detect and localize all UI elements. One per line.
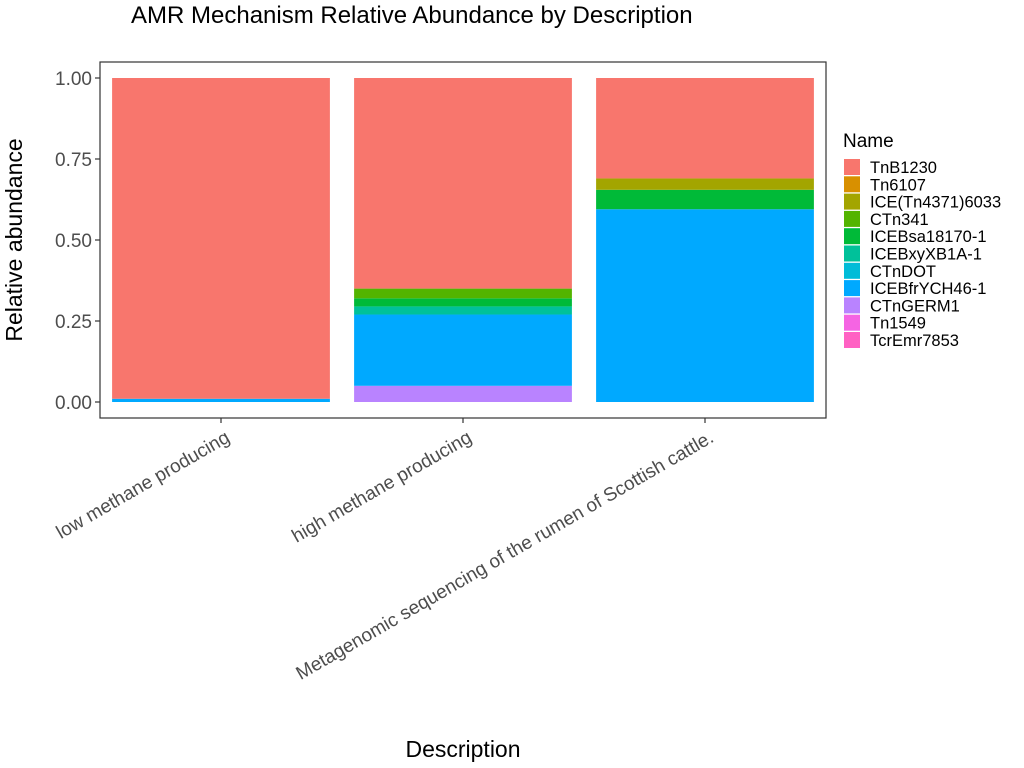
- bar-segment: [354, 306, 572, 315]
- bar-segment: [354, 78, 572, 289]
- bar-segment: [112, 78, 330, 399]
- bar-segment: [354, 314, 572, 386]
- legend-swatch: [844, 245, 860, 262]
- bar-segment: [596, 78, 814, 179]
- x-tick-label: Metagenomic sequencing of the rumen of S…: [293, 427, 718, 684]
- legend-label: Tn6107: [870, 176, 926, 194]
- x-tick-label: high methane producing: [288, 427, 475, 547]
- legend-label: CTnDOT: [870, 263, 936, 281]
- legend-swatch: [844, 314, 860, 331]
- bar-segment: [596, 178, 814, 190]
- legend-swatch: [844, 176, 860, 193]
- legend-swatch: [844, 297, 860, 314]
- legend-label: Tn1549: [870, 315, 926, 333]
- legend-label: CTnGERM1: [870, 297, 960, 315]
- legend-label: ICEBxyXB1A-1: [870, 246, 982, 264]
- legend-swatch: [844, 210, 860, 227]
- bar-segment: [354, 385, 572, 402]
- legend-label: TcrEmr7853: [870, 332, 959, 350]
- legend-label: ICEBsa18170-1: [870, 228, 987, 246]
- x-axis: low methane producing high methane produc…: [53, 418, 718, 685]
- y-tick-label: 0.00: [55, 393, 92, 414]
- legend-title: Name: [843, 131, 894, 152]
- legend: Name TnB1230Tn6107ICE(Tn4371)6033CTn341I…: [843, 131, 1001, 350]
- y-tick-label: 0.25: [55, 312, 92, 333]
- y-tick-label: 0.75: [55, 150, 92, 171]
- x-axis-title: Description: [405, 736, 520, 762]
- bar-segment: [112, 398, 330, 402]
- chart-title: AMR Mechanism Relative Abundance by Desc…: [131, 2, 693, 29]
- x-tick-label: low methane producing: [53, 427, 234, 543]
- y-axis: 0.00 0.25 0.50 0.75 1.00: [55, 69, 100, 414]
- legend-label: ICEBfrYCH46-1: [870, 280, 986, 298]
- legend-label: CTn341: [870, 211, 929, 229]
- legend-swatch: [844, 193, 860, 210]
- legend-swatch: [844, 280, 860, 297]
- y-tick-label: 1.00: [55, 69, 92, 90]
- bar-segment: [596, 209, 814, 402]
- y-axis-title: Relative abundance: [1, 138, 27, 341]
- legend-swatch: [844, 228, 860, 245]
- bar-segment: [354, 298, 572, 307]
- legend-label: ICE(Tn4371)6033: [870, 194, 1001, 212]
- bar-segment: [354, 288, 572, 299]
- y-tick-label: 0.50: [55, 231, 92, 252]
- bars-group: [112, 78, 814, 402]
- legend-swatch: [844, 332, 860, 348]
- bar-segment: [596, 189, 814, 210]
- legend-swatch: [844, 262, 860, 279]
- legend-label: TnB1230: [870, 159, 937, 177]
- legend-swatch: [844, 159, 860, 175]
